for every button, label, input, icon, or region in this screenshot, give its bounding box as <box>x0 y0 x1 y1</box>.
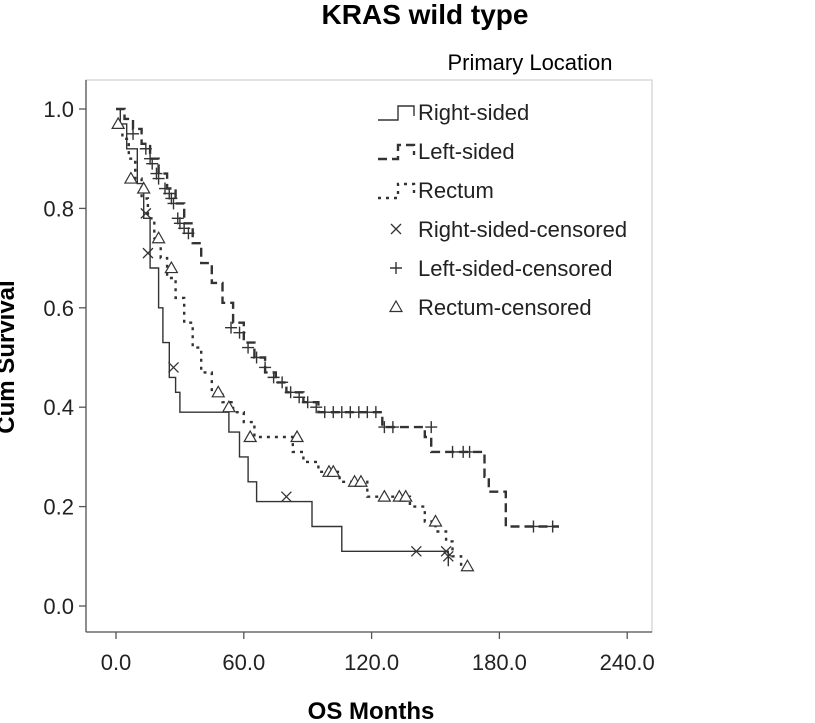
censor-mark-1 <box>140 207 152 219</box>
censor-mark-1 <box>280 491 292 503</box>
legend-item: Rectum-censored <box>388 295 592 320</box>
censor-mark-2 <box>127 127 140 140</box>
censor-mark-1 <box>442 550 454 562</box>
censor-mark-3 <box>326 464 341 477</box>
censor-mark-2 <box>144 152 157 165</box>
legend-swatch <box>378 143 416 161</box>
censor-mark-2 <box>446 445 459 458</box>
legend-label: Rectum <box>418 178 494 203</box>
censor-mark-2 <box>310 401 323 414</box>
censor-mark-2 <box>301 396 314 409</box>
censor-mark-3 <box>428 514 443 527</box>
censor-mark-3 <box>123 171 138 184</box>
y-tick-label: 0.2 <box>43 495 74 520</box>
censor-mark-2 <box>139 142 152 155</box>
legend-label: Left-sided-censored <box>418 256 612 281</box>
legend-item: Rectum <box>378 178 494 203</box>
censor-mark-2 <box>152 172 165 185</box>
censor-mark-1 <box>142 247 154 259</box>
legend-swatch <box>390 262 402 274</box>
axes <box>85 79 653 633</box>
censor-mark-3 <box>398 489 413 502</box>
y-tick-label: 0.0 <box>43 594 74 619</box>
censor-mark-2 <box>546 520 559 533</box>
censor-mark-3 <box>221 399 236 413</box>
censor-mark-2 <box>527 520 540 533</box>
y-tick-label: 0.8 <box>43 196 74 221</box>
y-tick-label: 1.0 <box>43 97 74 122</box>
censor-mark-2 <box>146 157 159 170</box>
censor-mark-2 <box>267 371 280 384</box>
censor-mark-2 <box>165 192 178 205</box>
censor-mark-2 <box>386 421 399 434</box>
legend-swatch <box>378 182 416 200</box>
censor-mark-2 <box>259 361 272 374</box>
censor-mark-3 <box>290 429 305 443</box>
y-axis-title: Cum Survival <box>0 280 20 433</box>
censor-mark-3 <box>460 559 475 572</box>
censor-mark-2 <box>167 197 180 210</box>
y-tick-labels: 0.0 0.2 0.4 0.6 0.8 1.0 <box>43 97 86 619</box>
censor-mark-2 <box>233 326 246 339</box>
y-tick-label: 0.6 <box>43 296 74 321</box>
legend-label: Left-sided <box>418 139 515 164</box>
x-tick-label: 0.0 <box>101 650 132 675</box>
x-tick-label: 180.0 <box>472 650 527 675</box>
censor-mark-1 <box>410 545 422 557</box>
censor-mark-3 <box>111 116 126 130</box>
legend-item: Right-sided <box>378 100 529 125</box>
censor-mark-2 <box>225 321 238 334</box>
series-line-1 <box>116 108 449 567</box>
legend-item: Left-sided-censored <box>390 256 612 281</box>
censor-mark-2 <box>276 376 289 389</box>
censor-mark-3 <box>243 429 258 443</box>
censor-mark-1 <box>168 361 179 373</box>
censor-mark-3 <box>136 181 151 194</box>
legend-label: Rectum-censored <box>418 295 592 320</box>
plot-frame <box>85 79 653 633</box>
legend-swatch <box>378 105 415 121</box>
censor-mark-3 <box>353 474 368 487</box>
censor-mark-2 <box>182 227 195 240</box>
legend-title: Primary Location <box>447 50 612 75</box>
censor-mark-2 <box>250 351 263 364</box>
censor-mark-2 <box>425 421 438 434</box>
x-tick-labels: 0.0 60.0 120.0 180.0 240.0 <box>101 632 655 675</box>
x-tick-label: 60.0 <box>222 650 265 675</box>
censor-mark-3 <box>211 385 226 398</box>
censor-mark-2 <box>463 445 476 458</box>
censor-mark-2 <box>242 341 255 354</box>
legend-swatch <box>390 223 402 235</box>
legend: Primary Location Right-sided Left-sided Re… <box>378 50 627 320</box>
censor-mark-3 <box>151 231 166 244</box>
x-tick-label: 240.0 <box>600 650 655 675</box>
legend-label: Right-sided <box>418 100 529 125</box>
x-tick-label: 120.0 <box>344 650 399 675</box>
censor-mark-2 <box>171 212 184 225</box>
series-line-3 <box>116 122 470 568</box>
legend-item: Left-sided <box>378 139 515 164</box>
censor-markers <box>111 116 559 572</box>
censor-mark-2 <box>163 187 176 200</box>
chart-title: KRAS wild type <box>322 0 529 30</box>
y-tick-label: 0.4 <box>43 395 74 420</box>
censor-mark-2 <box>284 386 297 399</box>
censor-mark-2 <box>369 406 382 419</box>
censor-mark-2 <box>293 391 306 404</box>
censor-mark-2 <box>150 167 163 180</box>
censor-mark-3 <box>377 489 392 502</box>
legend-label: Right-sided-censored <box>418 217 627 242</box>
x-axis-title: OS Months <box>308 698 435 723</box>
legend-swatch <box>388 299 404 313</box>
legend-item: Right-sided-censored <box>390 217 627 242</box>
censor-mark-3 <box>164 260 179 274</box>
